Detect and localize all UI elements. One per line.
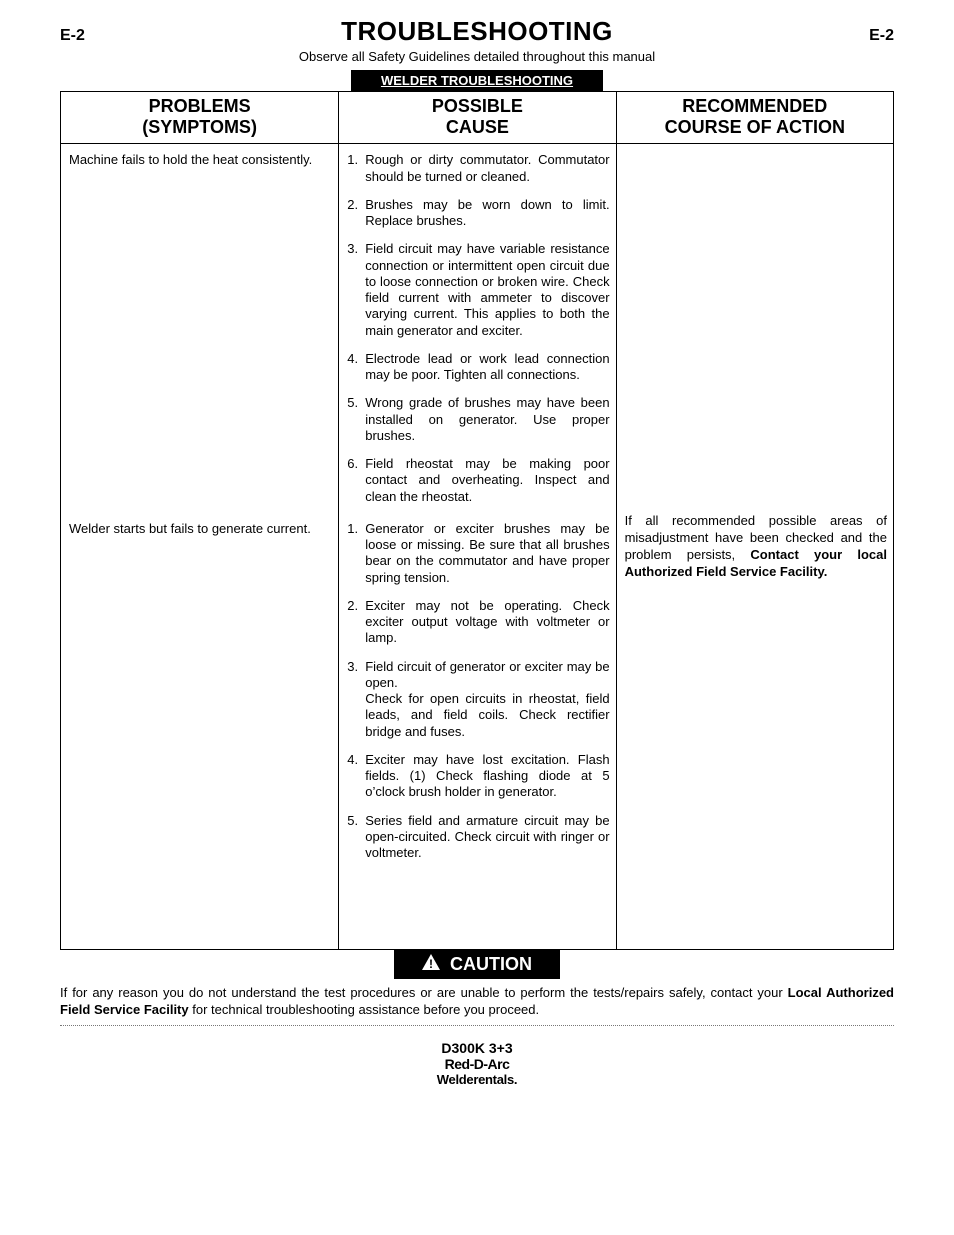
col-header-problems-l2: (SYMPTOMS): [142, 117, 257, 137]
list-item: 3.Field circuit of generator or exciter …: [347, 659, 609, 740]
empty-cell: [61, 869, 339, 949]
cause-text: Field rheostat may be making poor contac…: [365, 456, 609, 504]
section-band: WELDER TROUBLESHOOTING: [351, 70, 603, 91]
page-title: TROUBLESHOOTING: [341, 16, 613, 47]
page-number-left: E-2: [60, 27, 85, 45]
cause-list: 1.Generator or exciter brushes may be lo…: [347, 521, 609, 862]
col-header-recommended: RECOMMENDED COURSE OF ACTION: [616, 92, 893, 144]
list-item: 2.Brushes may be worn down to limit. Rep…: [347, 197, 609, 230]
col-header-rec-l2: COURSE OF ACTION: [665, 117, 845, 137]
cause-list: 1.Rough or dirty commutator. Commutator …: [347, 152, 609, 505]
col-header-cause-l1: POSSIBLE: [432, 96, 523, 116]
col-header-problems: PROBLEMS (SYMPTOMS): [61, 92, 339, 144]
list-item: 4.Exciter may have lost excitation. Flas…: [347, 752, 609, 801]
recommended-cell: If all recommended possible areas of mis…: [616, 144, 893, 950]
col-header-cause-l2: CAUSE: [446, 117, 509, 137]
cause-text: Rough or dirty commutator. Commutator sh…: [365, 152, 609, 183]
col-header-rec-l1: RECOMMENDED: [682, 96, 827, 116]
footer-brand2: Welderentals.: [60, 1072, 894, 1087]
list-item: 5.Wrong grade of brushes may have been i…: [347, 395, 609, 444]
col-header-cause: POSSIBLE CAUSE: [339, 92, 616, 144]
list-item: 2.Exciter may not be operating. Check ex…: [347, 598, 609, 647]
cause-text: Generator or exciter brushes may be loos…: [365, 521, 609, 585]
footer-model: D300K 3+3: [60, 1040, 894, 1056]
warning-icon: !: [422, 954, 440, 975]
empty-cell: [339, 869, 616, 949]
table-row: Machine fails to hold the heat con­siste…: [61, 144, 894, 513]
list-item: 1.Rough or dirty commutator. Commutator …: [347, 152, 609, 185]
list-item: 6.Field rheostat may be making poor cont…: [347, 456, 609, 505]
cause-text: Exciter may not be operating. Check exci…: [365, 598, 609, 646]
footer-brand1: Red‑D‑Arc: [60, 1056, 894, 1072]
cause-text: Wrong grade of brushes may have been ins…: [365, 395, 609, 443]
list-item: 5.Series field and armature circuit may …: [347, 813, 609, 862]
cause-text: Series field and armature circuit may be…: [365, 813, 609, 861]
cause-cell: 1.Rough or dirty commutator. Commutator …: [339, 144, 616, 513]
col-header-problems-l1: PROBLEMS: [149, 96, 251, 116]
list-item: 3.Field circuit may have variable resist…: [347, 241, 609, 339]
svg-text:!: !: [429, 957, 433, 970]
caution-text: If for any reason you do not understand …: [60, 985, 894, 1019]
cause-cell: 1.Generator or exciter brushes may be lo…: [339, 513, 616, 870]
troubleshooting-table: PROBLEMS (SYMPTOMS) POSSIBLE CAUSE RECOM…: [60, 91, 894, 950]
cause-text: Exciter may have lost excitation. Flash …: [365, 752, 609, 800]
cause-text: Field circuit of generator or exciter ma…: [365, 659, 609, 739]
caution-banner: ! CAUTION: [394, 950, 560, 979]
problem-cell: Machine fails to hold the heat con­siste…: [61, 144, 339, 513]
list-item: 4.Electrode lead or work lead con­nectio…: [347, 351, 609, 384]
caution-post: for technical troubleshooting assistance…: [189, 1002, 540, 1017]
problem-cell: Welder starts but fails to generate curr…: [61, 513, 339, 870]
cause-text: Brushes may be worn down to limit. Repla…: [365, 197, 609, 228]
safety-subheader: Observe all Safety Guidelines detailed t…: [60, 49, 894, 64]
caution-label: CAUTION: [450, 954, 532, 975]
footer: D300K 3+3 Red‑D‑Arc Welderentals.: [60, 1040, 894, 1087]
cause-text: Electrode lead or work lead con­nection …: [365, 351, 609, 382]
cause-text: Field circuit may have variable resistan…: [365, 241, 609, 337]
caution-pre: If for any reason you do not understand …: [60, 985, 788, 1000]
list-item: 1.Generator or exciter brushes may be lo…: [347, 521, 609, 586]
dotted-rule: [60, 1025, 894, 1026]
page-number-right: E-2: [869, 27, 894, 45]
